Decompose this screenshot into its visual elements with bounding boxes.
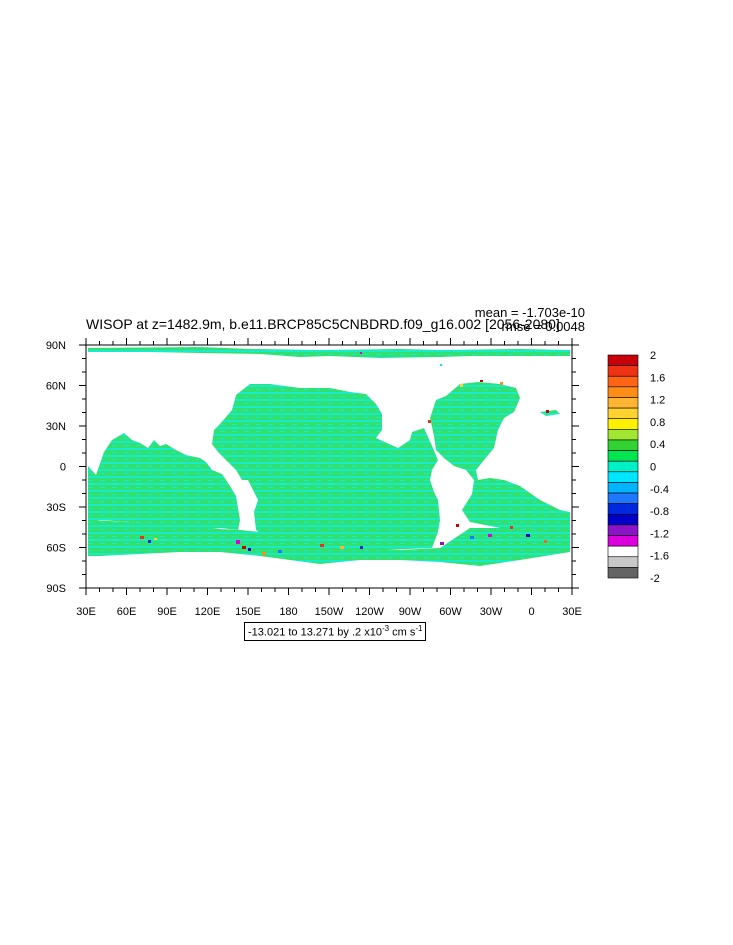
lat-label: 30N <box>46 421 66 433</box>
colorbar-label: 0.4 <box>650 439 665 451</box>
lon-label: 90E <box>157 606 177 618</box>
colorbar-swatch <box>607 535 639 547</box>
colorbar-swatch <box>607 492 639 504</box>
lon-label: 60E <box>117 606 137 618</box>
colorbar-swatch <box>607 503 639 515</box>
colorbar-swatch <box>607 397 639 409</box>
map-area <box>86 345 572 588</box>
contour-info-box: -13.021 to 13.271 by .2 x10-3 cm s-1 <box>244 622 427 641</box>
colorbar-label: -1.6 <box>650 551 669 563</box>
colorbar-swatch <box>607 482 639 494</box>
colorbar-label: 0.8 <box>650 417 665 429</box>
colorbar-swatch <box>607 439 639 451</box>
colorbar-label: 0 <box>650 462 656 474</box>
colorbar-swatch <box>607 418 639 430</box>
map-axes: 30E 60E 90E 120E 150E 180 150W 120W 90W 60W 30W 0 30… <box>46 338 582 618</box>
colorbar-label: 1.2 <box>650 395 665 407</box>
lon-label: 30W <box>480 606 503 618</box>
colorbar-swatch <box>607 545 639 558</box>
lon-label: 30E <box>562 606 582 618</box>
atlantic-ocean <box>430 382 570 530</box>
rmse-stat: rmse = 0.0048 <box>501 319 585 334</box>
lat-label: 60N <box>46 381 66 393</box>
lon-label: 150W <box>315 606 344 618</box>
lon-label: 0 <box>528 606 534 618</box>
lon-label: 180 <box>279 606 297 618</box>
lon-label: 150E <box>235 606 261 618</box>
colorbar: 2 1.6 1.2 0.8 0.4 0 -0.4 -0.8 -1.2 -1.6 -2 <box>607 350 669 585</box>
colorbar-label: -0.8 <box>650 506 669 518</box>
colorbar-swatch <box>607 450 639 462</box>
colorbar-swatch <box>607 386 639 398</box>
hotspots <box>140 352 549 555</box>
colorbar-label: -2 <box>650 573 660 585</box>
indian-ocean <box>88 433 240 530</box>
lat-label: 90S <box>46 583 66 595</box>
southern-ocean <box>88 520 570 566</box>
lon-label: 120E <box>195 606 221 618</box>
colorbar-swatch <box>607 375 639 388</box>
lon-label: 90W <box>399 606 422 618</box>
mediterranean-sea <box>540 410 560 416</box>
colorbar-label: 2 <box>650 350 656 362</box>
lat-label: 60S <box>46 543 66 555</box>
colorbar-label: -1.2 <box>650 528 669 540</box>
plot-title: WISOP at z=1482.9m, b.e11.BRCP85C5CNBDRD… <box>86 316 560 332</box>
colorbar-label: -0.4 <box>650 484 669 496</box>
colorbar-swatch <box>607 354 639 366</box>
colorbar-swatch <box>607 429 639 441</box>
colorbar-swatch <box>607 567 639 579</box>
contour-exponent: -3 <box>381 624 390 633</box>
colorbar-swatch <box>607 513 639 526</box>
mean-stat: mean = -1.703e-10 <box>474 305 585 320</box>
lat-label: 30S <box>46 502 66 514</box>
contour-range-text: -13.021 to 13.271 by .2 x10 <box>248 626 382 639</box>
lon-label: 60W <box>439 606 462 618</box>
colorbar-swatch <box>607 524 639 536</box>
lon-label: 120W <box>355 606 384 618</box>
colorbar-swatch <box>607 556 639 568</box>
colorbar-label: 1.6 <box>650 372 665 384</box>
colorbar-swatch <box>607 407 639 420</box>
colorbar-swatch <box>607 460 639 473</box>
contour-units-exponent: -1 <box>415 624 423 633</box>
pacific-ocean <box>212 384 440 550</box>
arctic-ocean <box>88 347 570 358</box>
contour-units-text: cm s <box>389 626 416 639</box>
colorbar-swatch <box>607 365 639 377</box>
lat-label: 90N <box>46 340 66 352</box>
colorbar-swatch <box>607 471 639 483</box>
lon-label: 30E <box>76 606 96 618</box>
lat-label: 0 <box>60 462 66 474</box>
